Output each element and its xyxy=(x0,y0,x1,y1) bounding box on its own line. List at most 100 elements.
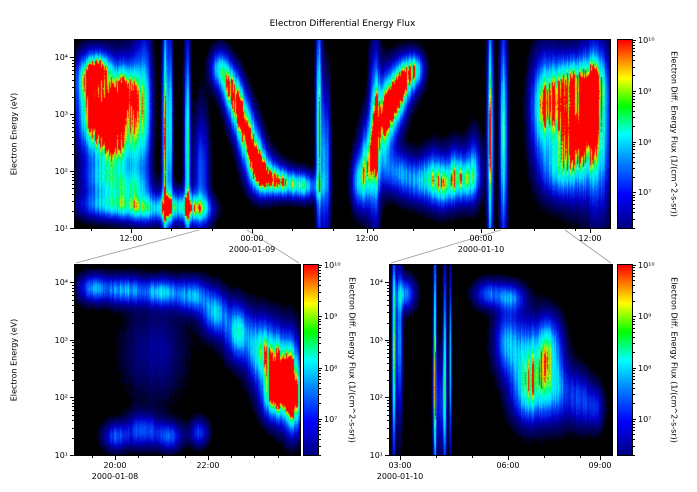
colorbar-minor-tick xyxy=(633,376,635,377)
y-minor-tick xyxy=(72,120,74,121)
colorbar-minor-tick xyxy=(633,270,635,271)
x-tick xyxy=(131,229,132,233)
y-minor-tick xyxy=(72,194,74,195)
colorbar-minor-tick xyxy=(319,267,321,268)
colorbar-minor-tick xyxy=(633,144,635,145)
x-tick-label: 20:00 xyxy=(103,461,127,470)
colorbar-minor-tick xyxy=(633,48,635,49)
colorbar-minor-tick xyxy=(633,421,635,422)
x-date-label: 2000-01-10 xyxy=(376,472,424,481)
x-tick xyxy=(252,229,253,233)
x-minor-tick xyxy=(534,229,535,231)
colorbar-minor-tick xyxy=(633,45,635,46)
y-minor-tick xyxy=(387,312,389,313)
y-minor-tick xyxy=(387,295,389,296)
colorbar-minor-tick xyxy=(633,162,635,163)
y-minor-tick xyxy=(72,211,74,212)
y-tick-label: 10¹ xyxy=(54,224,68,233)
y-minor-tick xyxy=(72,66,74,67)
y-minor-tick xyxy=(387,300,389,301)
y-minor-tick xyxy=(387,380,389,381)
colorbar-minor-tick xyxy=(319,343,321,344)
colorbar-minor-tick xyxy=(633,197,635,198)
colorbar-minor-tick xyxy=(633,126,635,127)
colorbar-tick-label: 10¹⁰ xyxy=(324,261,341,270)
colorbar-tick xyxy=(633,265,636,266)
x-minor-tick xyxy=(92,456,93,458)
colorbar-tick-label: 10¹⁰ xyxy=(638,36,655,45)
y-minor-tick xyxy=(72,370,74,371)
colorbar-tick xyxy=(633,40,636,41)
y-minor-tick xyxy=(72,184,74,185)
colorbar-canvas xyxy=(304,265,318,455)
y-minor-tick xyxy=(387,357,389,358)
y-minor-tick xyxy=(387,305,389,306)
y-minor-tick xyxy=(387,400,389,401)
colorbar-minor-tick xyxy=(633,430,635,431)
y-minor-tick xyxy=(72,353,74,354)
y-minor-tick xyxy=(72,97,74,98)
y-tick-label: 10³ xyxy=(54,110,68,119)
y-minor-tick xyxy=(72,363,74,364)
spectrogram-canvas xyxy=(75,40,610,228)
x-tick-label: 12:00 xyxy=(355,234,379,243)
y-minor-tick xyxy=(72,312,74,313)
colorbar-minor-tick xyxy=(633,285,635,286)
colorbar-minor-tick xyxy=(319,280,321,281)
y-minor-tick xyxy=(72,410,74,411)
colorbar-minor-tick xyxy=(633,67,635,68)
colorbar-tick-label: 10⁸ xyxy=(324,364,338,373)
colorbar-minor-tick xyxy=(633,51,635,52)
colorbar-minor-tick xyxy=(633,273,635,274)
y-minor-tick xyxy=(72,63,74,64)
colorbar xyxy=(617,264,633,456)
y-tick-label: 10⁴ xyxy=(369,278,383,287)
y-minor-tick xyxy=(387,323,389,324)
colorbar-minor-tick xyxy=(319,383,321,384)
colorbar-minor-tick xyxy=(633,111,635,112)
y-minor-tick xyxy=(72,123,74,124)
x-tick-label: 00:00 xyxy=(469,234,493,243)
colorbar-minor-tick xyxy=(319,273,321,274)
y-minor-tick xyxy=(72,60,74,61)
y-minor-tick xyxy=(72,406,74,407)
colorbar xyxy=(303,264,319,456)
y-minor-tick xyxy=(72,380,74,381)
colorbar-minor-tick xyxy=(633,301,635,302)
y-minor-tick xyxy=(72,188,74,189)
x-minor-tick xyxy=(494,229,495,231)
x-tick xyxy=(590,229,591,233)
x-tick xyxy=(481,229,482,233)
colorbar-minor-tick xyxy=(633,370,635,371)
x-tick xyxy=(115,456,116,460)
colorbar-minor-tick xyxy=(633,321,635,322)
colorbar-tick xyxy=(633,368,636,369)
x-minor-tick xyxy=(254,456,255,458)
x-tick-label: 00:00 xyxy=(240,234,264,243)
colorbar-minor-tick xyxy=(633,177,635,178)
spectrogram-plot xyxy=(74,264,301,456)
y-minor-tick xyxy=(72,349,74,350)
colorbar-minor-tick xyxy=(319,319,321,320)
y-minor-tick xyxy=(72,137,74,138)
y-minor-tick xyxy=(72,305,74,306)
colorbar-tick-label: 10⁹ xyxy=(638,312,652,321)
x-tick xyxy=(400,456,401,460)
colorbar-tick xyxy=(319,265,322,266)
x-minor-tick xyxy=(292,229,293,231)
x-tick xyxy=(367,229,368,233)
colorbar-minor-tick xyxy=(633,219,635,220)
y-minor-tick xyxy=(387,428,389,429)
colorbar-minor-tick xyxy=(319,292,321,293)
colorbar-tick-label: 10⁸ xyxy=(638,364,652,373)
colorbar-tick-label: 10⁸ xyxy=(638,138,652,147)
x-tick xyxy=(508,456,509,460)
colorbar-minor-tick xyxy=(633,434,635,435)
y-minor-tick xyxy=(72,74,74,75)
x-minor-tick xyxy=(413,229,414,231)
y-axis-label: Electron Energy (eV) xyxy=(9,318,19,402)
colorbar-minor-tick xyxy=(633,195,635,196)
colorbar-minor-tick xyxy=(633,280,635,281)
colorbar-minor-tick xyxy=(319,421,321,422)
